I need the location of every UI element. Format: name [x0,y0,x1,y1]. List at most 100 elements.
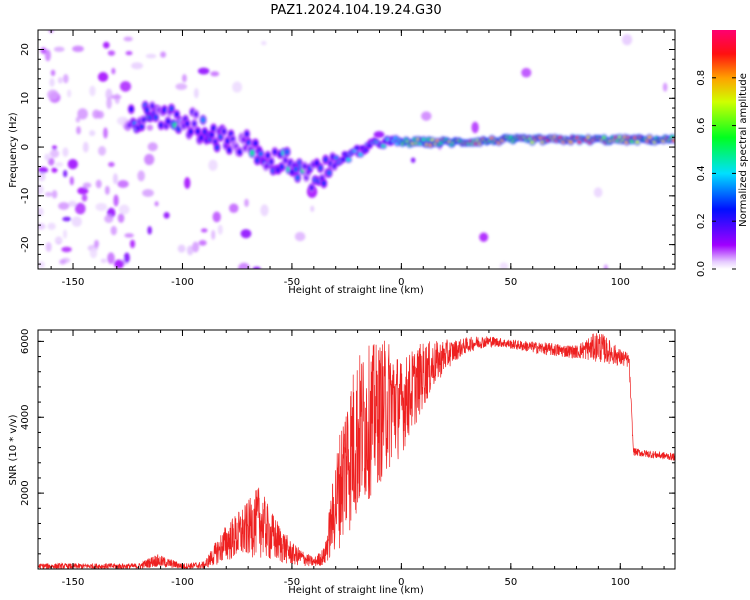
heatmap-ridge-core [200,116,206,123]
heatmap-cell [208,159,218,171]
colorbar: 0.0 0.2 0.4 0.6 0.8 Normalized spectral ampl… [696,30,749,277]
heatmap-cell [62,147,69,157]
heatmap-ridge-core [363,148,369,152]
spectrogram-x-label: Height of straight line (km) [288,285,424,296]
snr-y-tick-label: 4000 [20,405,31,430]
heatmap-ridge-core [158,122,164,129]
heatmap-ridge-core [309,184,314,191]
heatmap-cell [118,204,130,215]
heatmap-ridge-core [269,158,274,165]
heatmap-cell [184,177,191,189]
heatmap-cell [45,242,52,252]
heatmap-cell [113,194,119,207]
heatmap-ridge-core [635,140,640,144]
heatmap-cell [44,192,53,197]
heatmap-cell [186,245,194,256]
heatmap-cell [260,204,269,217]
heatmap-cell [471,121,479,134]
heatmap-cell [63,74,69,84]
heatmap-cell [38,261,45,268]
snr-y-tick-label: 6000 [20,329,31,354]
heatmap-cell [38,184,44,195]
heatmap-cell [95,179,102,189]
heatmap-ridge-core [249,149,255,156]
spectrogram-y-tick-label: 0 [20,144,31,150]
spectrogram-x-ticks: -150 -100 -50 0 50 100 [50,30,665,288]
colorbar-tick-label: 0.8 [696,70,707,86]
heatmap-cell [217,224,223,235]
heatmap-cell [71,216,82,227]
heatmap-cell [192,241,200,253]
heatmap-cell [59,259,67,265]
heatmap-ridge-core [195,128,200,135]
heatmap-cell [373,131,385,138]
snr-x-tick-label: -50 [284,577,300,588]
spectrogram-frame [37,29,676,270]
heatmap-cell [104,185,110,195]
heatmap-cell [112,173,118,185]
heatmap-ridge-core [302,163,307,170]
heatmap-cell [137,170,145,182]
heatmap-cell [261,40,267,46]
snr-x-tick-label: -100 [171,577,194,588]
heatmap-cell [49,77,55,87]
heatmap-cell [53,46,65,52]
heatmap-ridge-core [279,163,285,170]
heatmap-cell [51,189,58,199]
heatmap-ridge-core [141,116,146,123]
heatmap-ridge-core [253,140,258,147]
heatmap-cell [144,153,155,166]
heatmap-cell [229,203,239,213]
heatmap-ridge-core [185,120,190,127]
heatmap-cell [142,189,154,197]
spectrogram-x-tick-label: -100 [171,277,194,288]
heatmap-cell [63,169,68,178]
heatmap-ridge-core [326,169,332,176]
heatmap-cell [177,244,186,253]
heatmap-cell [98,146,107,156]
heatmap-ridge-core [218,133,223,140]
heatmap-cell [499,262,509,269]
heatmap-ridge-core [174,111,179,118]
heatmap-cell [117,213,125,223]
heatmap-ridge-core [193,111,199,118]
heatmap-cell [129,239,136,249]
heatmap-ridge-layer [124,100,675,193]
heatmap-cell [212,211,221,223]
heatmap-ridge-core [188,128,193,135]
heatmap-cell [111,67,116,75]
heatmap-ridge-core [671,138,675,143]
heatmap-cell [252,266,261,269]
heatmap-ridge-core [241,136,246,143]
snr-x-tick-label: 100 [611,577,630,588]
heatmap-cell [89,130,96,137]
heatmap-cell [96,110,104,119]
heatmap-cell [108,162,115,167]
heatmap-ridge-core [244,131,250,138]
heatmap-ridge-core [321,180,327,187]
spectrogram-heatmap [38,30,675,269]
heatmap-cell [62,229,68,239]
spectrogram-x-tick-label: 100 [611,277,630,288]
heatmap-ridge-core [221,128,227,135]
spectrogram-y-label: Frequency (Hz) [8,112,19,188]
heatmap-ridge-core [199,134,204,141]
heatmap-cell [175,83,188,90]
heatmap-cell [57,77,63,84]
heatmap-cell [104,214,114,223]
heatmap-cell [603,264,609,269]
heatmap-cell [38,223,46,230]
heatmap-cell [107,252,115,265]
snr-x-label: Height of straight line (km) [288,585,424,596]
heatmap-cell [50,69,56,77]
heatmap-ridge-core [265,152,271,159]
heatmap-cell [69,176,74,186]
heatmap-cell [621,34,633,46]
heatmap-cell [125,51,133,56]
heatmap-cell [310,205,315,212]
heatmap-cell [94,239,99,248]
spectrogram-y-tick-label: 10 [20,92,31,105]
colorbar-tick-label: 0.2 [696,213,707,229]
heatmap-cell [40,47,47,54]
heatmap-ridge-core [150,103,155,110]
